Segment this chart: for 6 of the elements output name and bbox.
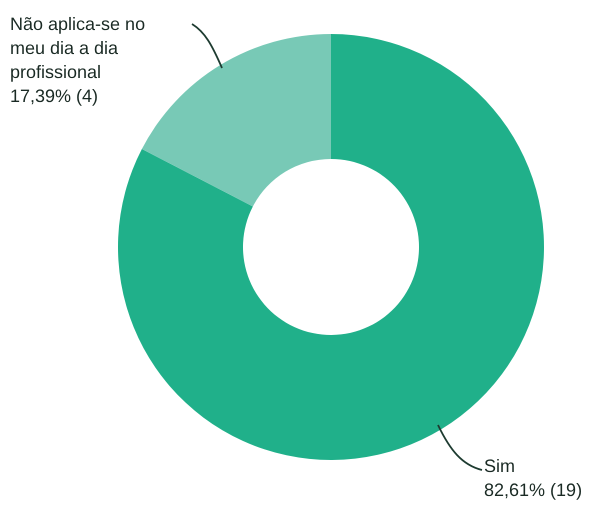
donut-slice: [142, 34, 331, 207]
slice-label: Não aplica-se no meu dia a dia profissional: [10, 14, 146, 82]
data-label: 17,39% (4): [10, 86, 98, 106]
donut-slice: [118, 34, 544, 460]
data-label: 82,61% (19): [484, 480, 582, 500]
slice-label: Sim: [484, 456, 515, 476]
